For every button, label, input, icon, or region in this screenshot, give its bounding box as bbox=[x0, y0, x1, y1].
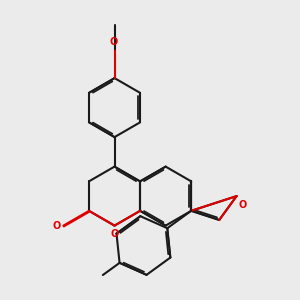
Text: O: O bbox=[110, 37, 118, 47]
Text: O: O bbox=[238, 200, 246, 210]
Text: O: O bbox=[53, 220, 61, 231]
Text: O: O bbox=[110, 229, 119, 239]
